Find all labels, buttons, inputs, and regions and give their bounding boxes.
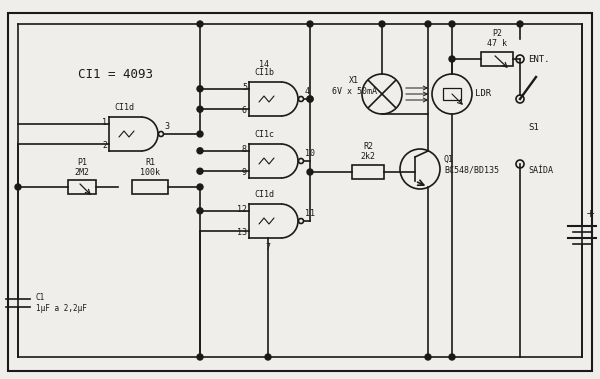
Text: SAÍDA: SAÍDA [528,166,553,175]
Circle shape [197,168,203,174]
Text: 4: 4 [305,87,310,96]
Text: CI1d: CI1d [254,190,274,199]
Circle shape [425,354,431,360]
Circle shape [517,21,523,27]
Bar [352,165,384,179]
Text: R2
2k2: R2 2k2 [361,142,376,161]
Text: 9: 9 [242,168,247,177]
Text: +: + [586,209,595,219]
Text: CI1 = 4093: CI1 = 4093 [77,67,152,80]
Circle shape [307,96,313,102]
Text: 11: 11 [305,209,314,218]
Text: 10: 10 [305,149,314,158]
Circle shape [197,354,203,360]
Circle shape [307,96,313,102]
Text: 12: 12 [237,205,247,214]
Text: S1: S1 [528,122,539,132]
Bar [443,88,461,100]
Text: 6: 6 [242,106,247,115]
Text: 5: 5 [242,83,247,92]
Circle shape [15,184,21,190]
Circle shape [449,354,455,360]
Circle shape [265,354,271,360]
Text: 8: 8 [242,145,247,154]
Circle shape [197,131,203,137]
Circle shape [197,208,203,214]
Bar [481,52,513,66]
Circle shape [425,21,431,27]
Circle shape [449,56,455,62]
Text: 2: 2 [102,141,107,150]
Text: LDR: LDR [475,89,491,99]
Text: 1: 1 [102,118,107,127]
Text: CI1b: CI1b [254,68,274,77]
Circle shape [449,21,455,27]
Text: P1
2M2: P1 2M2 [74,158,89,177]
Text: P2
47 k: P2 47 k [487,28,507,48]
Bar [132,180,168,194]
Circle shape [307,169,313,175]
Circle shape [197,21,203,27]
Circle shape [197,106,203,112]
Text: X1
6V x 50mA: X1 6V x 50mA [331,76,377,96]
Circle shape [197,86,203,92]
Text: 7: 7 [265,243,271,252]
Circle shape [379,21,385,27]
Circle shape [197,184,203,190]
Text: CI1d: CI1d [114,103,134,112]
Circle shape [197,148,203,154]
Text: 13: 13 [237,228,247,237]
Text: CI1c: CI1c [254,130,274,139]
Text: 14: 14 [259,60,269,69]
Circle shape [307,21,313,27]
Text: C1
1μF a 2,2μF: C1 1μF a 2,2μF [36,293,87,313]
Text: R1
100k: R1 100k [140,158,160,177]
Text: Q1
BC548/BD135: Q1 BC548/BD135 [444,155,499,175]
Text: ENT.: ENT. [528,55,550,64]
Bar [68,180,96,194]
Text: 3: 3 [164,122,170,131]
